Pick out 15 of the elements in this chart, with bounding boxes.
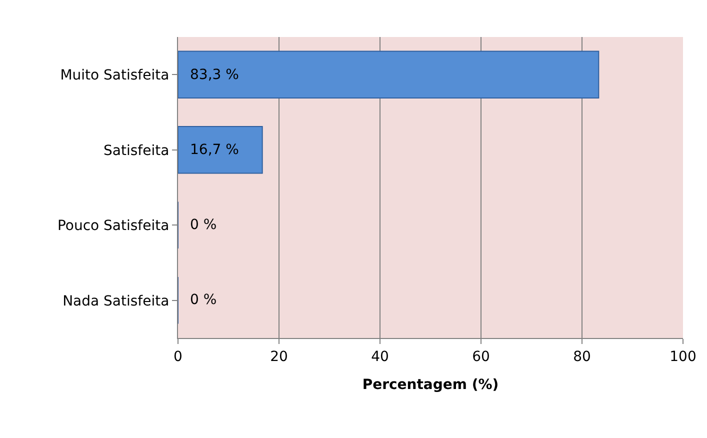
- x-tick-label: 20: [270, 348, 288, 365]
- data-label: 0 %: [190, 292, 217, 308]
- y-tick-label: Satisfeita: [104, 142, 170, 159]
- data-label: 16,7 %: [190, 142, 239, 158]
- data-label: 0 %: [190, 217, 217, 233]
- x-tick-label: 0: [174, 348, 182, 365]
- y-tick-label: Pouco Satisfeita: [57, 218, 170, 234]
- x-tick-label: 100: [670, 348, 696, 365]
- y-tick-label: Muito Satisfeita: [60, 68, 170, 84]
- data-label: 83,3 %: [190, 67, 239, 83]
- x-tick-label: 80: [573, 348, 591, 365]
- x-tick-label: 60: [472, 348, 490, 365]
- x-tick-label: 40: [371, 348, 389, 365]
- x-axis-title: Percentagem (%): [362, 377, 499, 394]
- y-tick-label: Nada Satisfeita: [62, 293, 170, 310]
